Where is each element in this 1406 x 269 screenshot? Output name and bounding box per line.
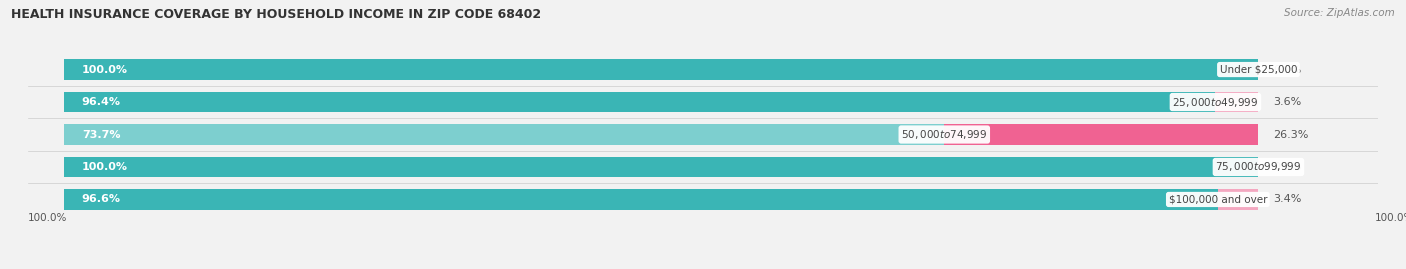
Bar — [1218, 189, 1258, 210]
Bar — [63, 157, 1258, 177]
Bar — [63, 125, 1258, 144]
Bar — [1215, 92, 1258, 112]
Text: $25,000 to $49,999: $25,000 to $49,999 — [1173, 95, 1258, 108]
Bar — [63, 59, 1258, 80]
Bar — [63, 92, 1215, 112]
Text: HEALTH INSURANCE COVERAGE BY HOUSEHOLD INCOME IN ZIP CODE 68402: HEALTH INSURANCE COVERAGE BY HOUSEHOLD I… — [11, 8, 541, 21]
Text: 100.0%: 100.0% — [1374, 213, 1406, 223]
Bar — [63, 189, 1258, 210]
Text: 96.4%: 96.4% — [82, 97, 121, 107]
Text: Source: ZipAtlas.com: Source: ZipAtlas.com — [1284, 8, 1395, 18]
Text: $100,000 and over: $100,000 and over — [1168, 194, 1267, 204]
Text: $50,000 to $74,999: $50,000 to $74,999 — [901, 128, 987, 141]
Text: $75,000 to $99,999: $75,000 to $99,999 — [1215, 161, 1302, 174]
Bar — [63, 157, 1258, 177]
Bar — [63, 59, 1258, 80]
Text: 100.0%: 100.0% — [82, 162, 128, 172]
Bar — [63, 189, 1218, 210]
Bar — [63, 92, 1258, 112]
Text: 100.0%: 100.0% — [82, 65, 128, 75]
Text: 100.0%: 100.0% — [28, 213, 67, 223]
Text: 96.6%: 96.6% — [82, 194, 121, 204]
Text: Under $25,000: Under $25,000 — [1219, 65, 1298, 75]
Text: 73.7%: 73.7% — [82, 129, 121, 140]
Text: 0.0%: 0.0% — [1272, 65, 1301, 75]
Text: 3.4%: 3.4% — [1272, 194, 1301, 204]
Text: 3.6%: 3.6% — [1272, 97, 1301, 107]
Text: 0.0%: 0.0% — [1272, 162, 1301, 172]
Bar — [63, 125, 945, 144]
Bar — [945, 125, 1258, 144]
Text: 26.3%: 26.3% — [1272, 129, 1308, 140]
